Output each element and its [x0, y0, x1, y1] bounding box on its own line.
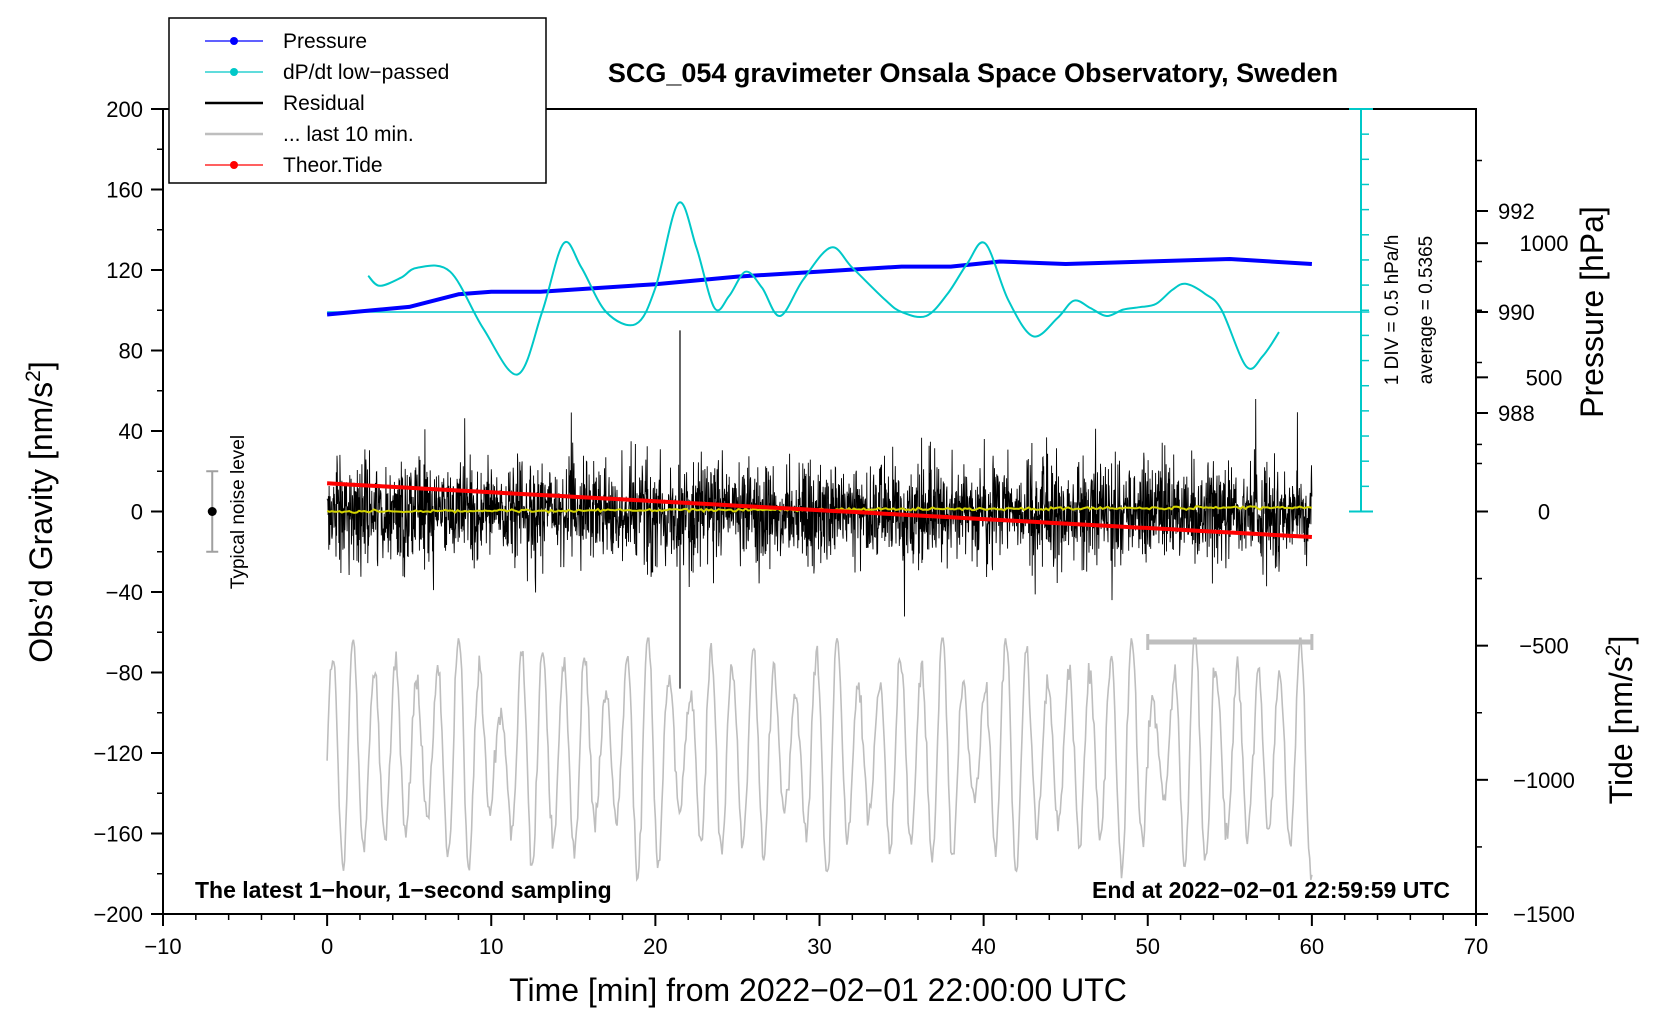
legend-label: Residual	[283, 92, 365, 115]
noise-level-bar	[206, 470, 219, 553]
y-axis-label-tide-close: ]	[1603, 636, 1639, 645]
gravity-tick-label: −40	[106, 580, 143, 605]
pressure-trace	[326, 257, 1370, 317]
last-10-min-line	[326, 637, 1313, 883]
y-axis-label-tide-sup: 2	[1602, 645, 1625, 657]
gravity-tick-label: 160	[106, 178, 143, 203]
noise-level-label: Typical noise level	[228, 435, 249, 589]
x-axis-ticks: −10 0 10 20 30 40 50 60 70	[144, 914, 1488, 959]
dpdt-trace	[367, 201, 1280, 376]
legend-box	[168, 17, 547, 184]
div-scale-label: 1 DIV = 0.5 hPa/h	[1382, 235, 1403, 386]
residual-line	[326, 398, 1313, 617]
time-scale-bar	[1146, 634, 1314, 650]
pressure-tick-label: 992	[1498, 199, 1535, 224]
legend-swatch-marker	[230, 68, 238, 76]
pressure-tick-label: 988	[1498, 401, 1535, 426]
tide-tick-label: −1000	[1513, 768, 1575, 793]
legend-item: Residual	[205, 92, 365, 115]
legend: Pressure dP/dt low−passed Residual ... last…	[168, 17, 547, 184]
gravity-tick-label: 80	[119, 339, 143, 364]
legend-label: Pressure	[283, 30, 367, 53]
legend-label: Theor.Tide	[283, 154, 383, 177]
legend-item: dP/dt low−passed	[205, 61, 449, 84]
legend-label: dP/dt low−passed	[283, 61, 449, 84]
x-tick-label: 50	[1136, 934, 1160, 959]
tide-tick-label: 0	[1538, 500, 1550, 525]
legend-swatch-marker	[230, 37, 238, 45]
gravity-tick-label: −200	[93, 902, 143, 927]
tide-line	[326, 481, 1313, 539]
y-axis-label-tide-text: Tide [nm/s	[1603, 656, 1639, 804]
gravity-axis-ticks: 200 160 120 80 40 0 −40 −80 −120 −160 −200	[93, 97, 163, 927]
legend-item: Pressure	[205, 30, 367, 53]
end-time-note: End at 2022−02−01 22:59:59 UTC	[1092, 877, 1450, 903]
x-tick-label: 20	[643, 934, 667, 959]
gravity-tick-label: −160	[93, 822, 143, 847]
tide-tick-label: −500	[1519, 634, 1569, 659]
tide-axis-ticks: 1000 500 0 −500 −1000 −1500	[1476, 231, 1575, 927]
dpdt-line	[367, 201, 1280, 376]
dpdt-div-scale	[1349, 108, 1373, 513]
pressure-line	[326, 257, 1313, 317]
x-tick-label: 40	[971, 934, 995, 959]
x-tick-label: 0	[321, 934, 333, 959]
y-axis-label-gravity: Obs’d Gravity [nm/s2]	[22, 361, 59, 663]
tide-tick-label: −1500	[1513, 902, 1575, 927]
x-axis-label: Time [min] from 2022−02−01 22:00:00 UTC	[509, 972, 1127, 1008]
gravity-tick-label: 40	[119, 419, 143, 444]
legend-swatch-marker	[230, 161, 238, 169]
pressure-tick-label: 990	[1498, 300, 1535, 325]
noise-bar-dot	[207, 507, 217, 516]
x-tick-label: 30	[807, 934, 831, 959]
average-label: average = 0.5365	[1416, 236, 1437, 384]
legend-item: Theor.Tide	[205, 154, 383, 177]
chart-title: SCG_054 gravimeter Onsala Space Observat…	[608, 58, 1338, 88]
y-axis-label-tide: Tide [nm/s2]	[1602, 636, 1639, 805]
last-10-min-trace	[326, 637, 1313, 883]
gravity-tick-label: 0	[131, 500, 143, 525]
sampling-note: The latest 1−hour, 1−second sampling	[195, 877, 612, 903]
y-axis-label-pressure: Pressure [hPa]	[1574, 206, 1610, 418]
x-tick-label: 70	[1464, 934, 1488, 959]
tide-trace	[326, 481, 1313, 539]
legend-item: ... last 10 min.	[205, 123, 414, 146]
tide-tick-label: 1000	[1520, 231, 1569, 256]
gravity-tick-label: 120	[106, 258, 143, 283]
x-tick-label: −10	[144, 934, 181, 959]
tide-tick-label: 500	[1526, 365, 1563, 390]
y-axis-label-gravity-sup: 2	[22, 370, 45, 382]
legend-label: ... last 10 min.	[283, 123, 414, 146]
y-axis-label-gravity-close: ]	[23, 361, 59, 370]
legend-items: Pressure dP/dt low−passed Residual ... last…	[205, 30, 449, 177]
pressure-axis-ticks: 992 990 988	[1476, 159, 1535, 465]
gravity-tick-label: −120	[93, 741, 143, 766]
gravity-tick-label: −80	[106, 661, 143, 686]
gravity-tick-label: 200	[106, 97, 143, 122]
x-tick-label: 10	[479, 934, 503, 959]
x-tick-label: 60	[1300, 934, 1324, 959]
y-axis-label-gravity-text: Obs’d Gravity [nm/s	[23, 382, 59, 663]
